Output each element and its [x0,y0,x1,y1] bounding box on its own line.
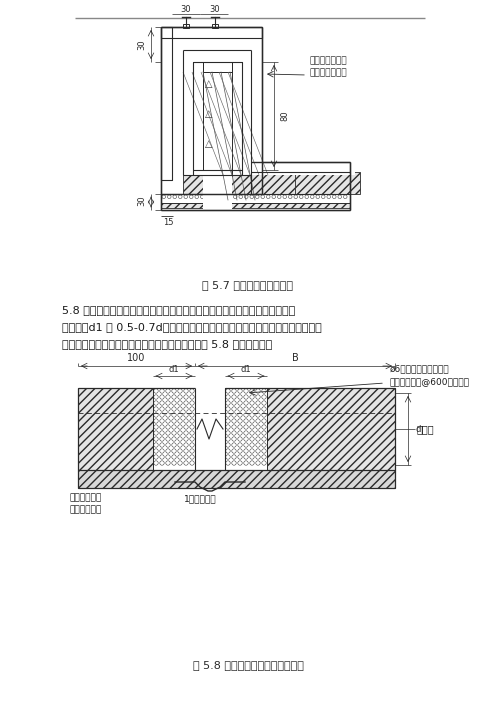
Text: △: △ [205,79,212,89]
Bar [203,62,232,72]
Text: 30: 30 [180,5,192,14]
Bar [251,172,350,194]
Bar [225,388,267,470]
Text: d1: d1 [240,365,252,374]
Bar [183,24,189,28]
Text: 采纳举措，防备生物损害。变形缝的设置可依照图 5.8 的要务实行。: 采纳举措，防备生物损害。变形缝的设置可依照图 5.8 的要务实行。 [62,339,272,349]
Bar [242,62,251,175]
Bar [78,470,395,488]
Text: ø6箍筋钩紧发泡水泥板: ø6箍筋钩紧发泡水泥板 [390,364,450,373]
Text: 防水层和找平层: 防水层和找平层 [309,56,346,65]
Text: △: △ [205,109,212,119]
Text: 5.8 基层墙体设有变形缝时，外保温系统应在变形缝处断开，缝中可粘设发泡: 5.8 基层墙体设有变形缝时，外保温系统应在变形缝处断开，缝中可粘设发泡 [62,305,295,315]
Bar [183,50,251,62]
Text: 图 5.7 檐沟部位结构表示图: 图 5.7 檐沟部位结构表示图 [202,280,294,290]
Bar [193,62,203,170]
Bar [183,62,193,170]
Bar [295,172,360,194]
Text: 图 5.8 墙体变形缝部位结构表示图: 图 5.8 墙体变形缝部位结构表示图 [192,660,304,670]
Text: 30: 30 [137,39,146,49]
Bar [203,62,232,72]
Bar [195,388,225,470]
Bar [193,170,242,175]
Bar [232,62,242,175]
Bar [232,22,355,175]
Bar [156,22,203,175]
Text: 100: 100 [128,353,146,363]
Bar [193,62,203,170]
Text: 层和饰面层）: 层和饰面层） [70,505,102,514]
Text: 水泥板（d1 为 0.5-0.7d）或闭塞低密度聚苯板，缝口设变形缝金属盖板，并应: 水泥板（d1 为 0.5-0.7d）或闭塞低密度聚苯板，缝口设变形缝金属盖板，并… [62,322,322,332]
Bar [232,62,242,175]
Bar [161,27,262,38]
Text: d: d [415,424,420,433]
Text: 30: 30 [210,5,220,14]
Bar [203,22,232,72]
Bar [161,194,350,203]
Text: 见个体工程设计: 见个体工程设计 [309,68,346,77]
Text: △: △ [205,139,212,149]
Bar [153,388,195,470]
Bar [161,27,172,180]
Text: d1: d1 [168,365,179,374]
Bar [78,388,195,470]
Bar [225,388,267,470]
Bar [161,27,262,38]
Text: 15: 15 [163,218,173,227]
Bar [161,194,350,208]
Text: 80: 80 [280,111,289,122]
Text: B: B [292,353,298,363]
Bar [161,27,172,180]
Bar [203,72,232,170]
Bar [183,175,251,194]
Bar [251,162,350,172]
Text: 30: 30 [137,196,146,206]
Bar [203,170,232,209]
Bar [225,388,395,470]
Bar [212,24,218,28]
Text: 1厚铝板盖缝: 1厚铝板盖缝 [184,494,216,503]
Text: 埋入基层墙体@600（双向）: 埋入基层墙体@600（双向） [390,377,470,386]
Text: 保护层（抹面: 保护层（抹面 [70,493,102,502]
Text: 保温层: 保温层 [417,424,434,434]
